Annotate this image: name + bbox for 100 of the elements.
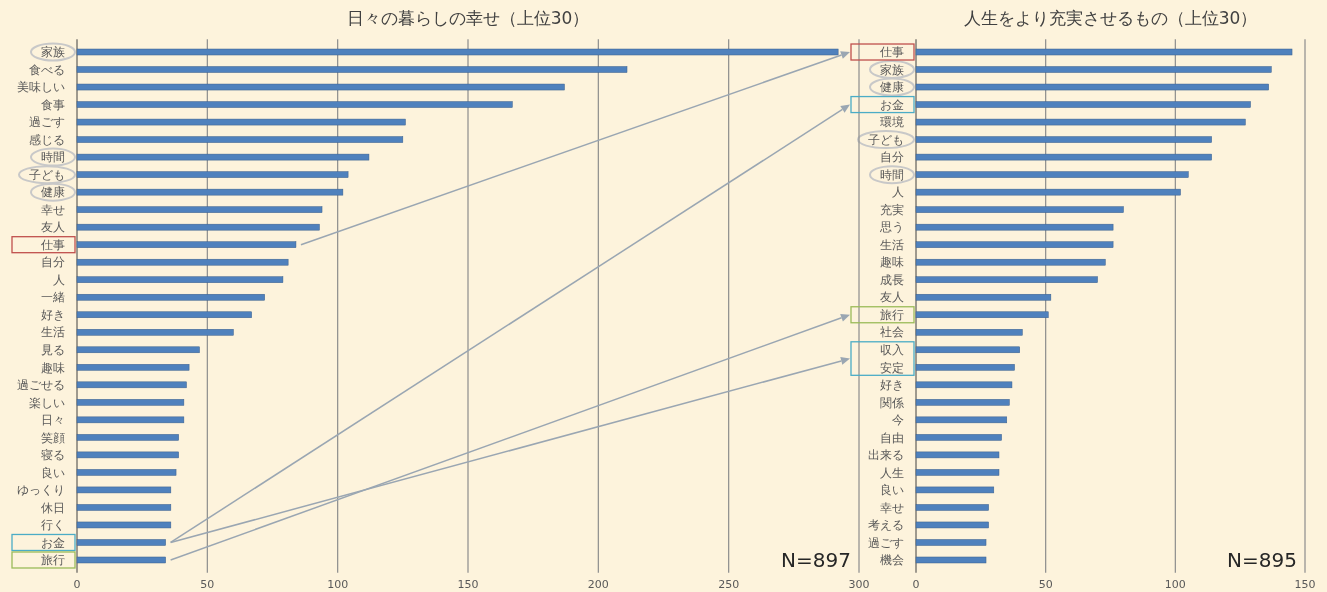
x-tick-label: 100 [1164, 578, 1186, 591]
annotation: N=897 [781, 547, 851, 572]
x-tick-label: 0 [73, 578, 81, 591]
y-tick-label: 自分 [880, 150, 904, 165]
y-tick-label: 安定 [880, 360, 904, 375]
y-tick-label: 社会 [880, 325, 904, 340]
bar [76, 153, 370, 161]
y-tick-label: お金 [41, 535, 65, 550]
y-tick-label: 今 [892, 413, 904, 428]
y-tick-label: 思う [879, 220, 904, 235]
y-tick-label: 良い [41, 465, 65, 480]
bar [76, 504, 172, 511]
y-tick-label: 良い [880, 483, 904, 498]
bar [76, 451, 179, 459]
bar [915, 504, 989, 511]
bar [76, 416, 185, 424]
y-tick-label: 機会 [880, 553, 904, 568]
bar [915, 521, 989, 529]
chart-title: 日々の暮らしの幸せ（上位30） [346, 8, 590, 28]
bar [915, 346, 1020, 354]
bar [76, 276, 284, 283]
bar [76, 381, 187, 389]
bar [915, 118, 1246, 126]
bar [76, 556, 166, 564]
y-tick-label: 自分 [41, 255, 65, 270]
bar [915, 364, 1015, 371]
bar [915, 66, 1272, 73]
bar [915, 451, 1000, 459]
y-tick-label: 美味しい [17, 80, 65, 95]
x-tick-label: 50 [1038, 578, 1053, 591]
y-tick-label: 過ごす [29, 115, 65, 130]
bar [76, 101, 513, 108]
y-tick-label: 旅行 [880, 307, 904, 322]
y-tick-label: 好き [880, 378, 904, 393]
bar [76, 486, 172, 494]
y-tick-label: 好き [41, 307, 65, 322]
x-tick-label: 200 [587, 578, 609, 591]
y-tick-label: 休日 [41, 500, 65, 515]
bar [915, 399, 1010, 406]
bar [76, 118, 406, 126]
chart-title: 人生をより充実させるもの（上位30） [963, 8, 1258, 28]
y-tick-label: 自由 [880, 430, 904, 445]
y-tick-label: 趣味 [880, 255, 904, 270]
bar [915, 258, 1106, 266]
bar [915, 469, 1000, 476]
bar [915, 539, 987, 546]
bar [915, 101, 1251, 108]
bar [76, 329, 234, 336]
y-tick-label: 充実 [880, 202, 904, 217]
bar [915, 434, 1002, 441]
y-tick-label: ゆっくり [17, 483, 65, 498]
bar [915, 171, 1189, 178]
y-tick-label: 人生 [880, 465, 904, 480]
y-tick-label: 趣味 [41, 360, 65, 375]
bar [915, 293, 1052, 301]
y-tick-label: 友人 [41, 220, 65, 235]
y-tick-label: 幸せ [880, 500, 904, 515]
y-tick-label: 笑顔 [41, 430, 65, 445]
bar [76, 399, 185, 406]
y-tick-label: 友人 [880, 290, 904, 305]
bar [915, 206, 1124, 213]
bar [76, 66, 628, 73]
x-tick-label: 150 [457, 578, 479, 591]
y-tick-label: 子ども [29, 167, 65, 182]
y-tick-label: 日々 [41, 413, 65, 428]
bar [76, 521, 172, 529]
bar [915, 188, 1181, 196]
y-tick-label: 健康 [880, 80, 904, 95]
bar [915, 311, 1049, 319]
y-tick-label: 時間 [41, 150, 65, 165]
bar [76, 293, 265, 301]
annotation: N=895 [1227, 547, 1297, 572]
x-tick-label: 300 [848, 578, 870, 591]
y-tick-label: 行く [41, 518, 65, 533]
bar [76, 311, 252, 319]
y-tick-label: 生活 [41, 325, 65, 340]
bar [76, 206, 323, 213]
y-tick-label: 一緒 [41, 290, 65, 305]
bar [915, 83, 1269, 91]
x-tick-label: 250 [718, 578, 740, 591]
bar [915, 416, 1008, 424]
y-tick-label: 見る [41, 342, 65, 357]
x-tick-label: 100 [327, 578, 349, 591]
y-tick-label: 仕事 [879, 45, 904, 60]
y-tick-label: 関係 [880, 395, 904, 410]
y-tick-label: 寝る [41, 448, 65, 463]
bar [915, 136, 1212, 143]
bar [915, 223, 1114, 231]
bar [915, 381, 1013, 389]
y-tick-label: 出来る [868, 448, 904, 463]
y-tick-label: 旅行 [41, 553, 65, 568]
y-tick-label: お金 [880, 97, 904, 112]
bar [76, 241, 297, 248]
y-tick-label: 人 [892, 185, 904, 200]
bar [915, 48, 1293, 56]
y-tick-label: 感じる [29, 132, 65, 147]
bar [76, 539, 166, 546]
y-tick-label: 環境 [880, 115, 904, 130]
bar [915, 556, 987, 564]
bar [915, 486, 995, 494]
